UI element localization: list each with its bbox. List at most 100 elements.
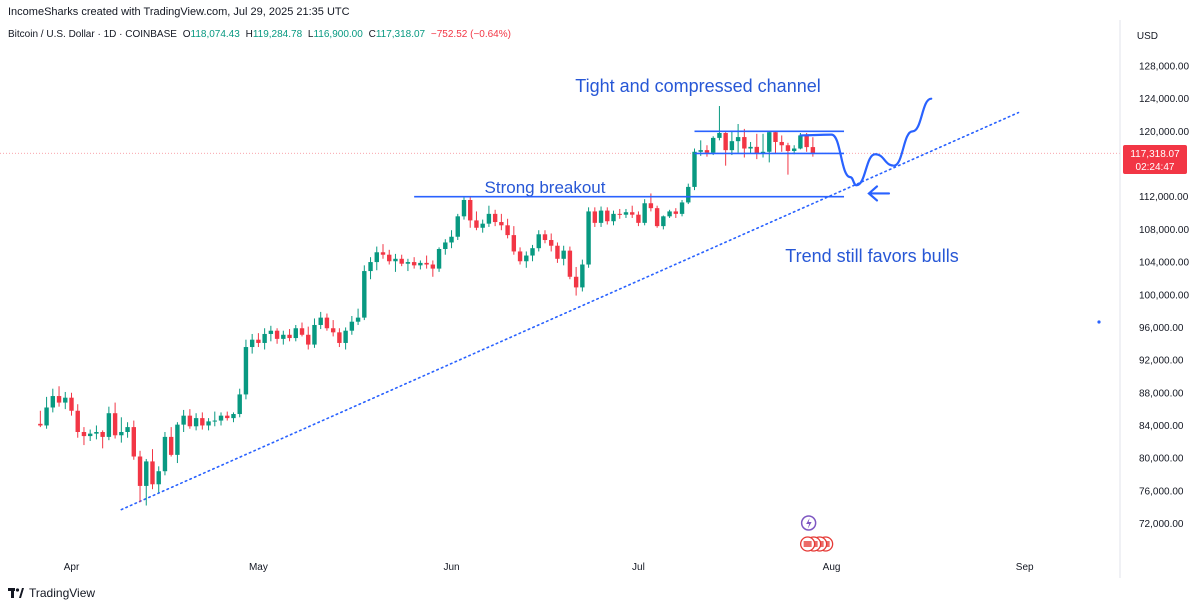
candle	[168, 427, 174, 457]
candle	[586, 207, 591, 268]
candle	[324, 313, 330, 331]
candle	[50, 388, 56, 413]
candle	[144, 458, 149, 506]
candle	[717, 106, 722, 141]
candle	[243, 339, 249, 400]
candle	[505, 218, 510, 239]
candle	[281, 330, 286, 345]
candle	[773, 131, 778, 154]
candle-body	[717, 132, 722, 138]
candle	[156, 466, 161, 493]
candle-body	[125, 427, 130, 432]
candle	[380, 244, 386, 259]
annotation-breakout: Strong breakout	[485, 178, 606, 197]
candle	[63, 391, 68, 410]
annotation-channel: Tight and compressed channel	[575, 76, 820, 96]
candle-body	[56, 396, 62, 403]
annotation-bulls: Trend still favors bulls	[785, 246, 958, 266]
candle-body	[698, 150, 703, 152]
candle	[710, 136, 716, 156]
candle	[617, 208, 622, 219]
candle-body	[243, 347, 249, 395]
candle	[175, 422, 180, 464]
candle	[212, 411, 217, 427]
candle	[112, 402, 118, 439]
candle	[274, 328, 280, 344]
candle	[580, 259, 585, 292]
candle	[349, 315, 355, 335]
y-tick-label: 84,000.00	[1139, 421, 1184, 432]
candle	[256, 333, 261, 348]
candle-body	[150, 461, 155, 485]
candle	[430, 260, 436, 277]
candle	[38, 410, 43, 428]
y-tick-label: 124,000.00	[1139, 94, 1189, 105]
close-value: 117,318.07	[375, 29, 426, 40]
candle	[630, 205, 635, 218]
tradingview-watermark: TradingView	[8, 586, 95, 600]
candle	[542, 230, 548, 244]
currency-label: USD	[1136, 31, 1158, 42]
candle	[268, 325, 274, 342]
candle-body	[162, 436, 168, 472]
candle	[374, 246, 379, 271]
low-label: L	[307, 29, 314, 40]
x-tick-label: Apr	[64, 562, 80, 573]
candle-body	[642, 203, 647, 223]
candle	[69, 392, 74, 416]
candle-body	[268, 330, 274, 334]
candle-body	[225, 415, 230, 419]
candle-body	[69, 397, 74, 411]
candle	[355, 308, 361, 325]
candle-body	[530, 248, 535, 256]
candle	[455, 213, 460, 241]
candle-body	[355, 317, 361, 322]
candle-body	[156, 471, 161, 485]
footer-brand: TradingView	[29, 586, 96, 600]
candle-body	[486, 213, 492, 224]
candle-body	[200, 418, 205, 426]
x-tick-label: Jul	[632, 562, 645, 573]
candle-body	[212, 420, 217, 422]
candle-body	[443, 242, 448, 249]
candle	[611, 210, 616, 226]
candle-body	[306, 334, 311, 345]
candle	[785, 142, 791, 175]
candle-body	[804, 135, 809, 148]
last-price-value: 117,318.07	[1130, 149, 1180, 160]
y-tick-label: 128,000.00	[1139, 62, 1189, 73]
candle-body	[181, 415, 186, 425]
candle-body	[573, 276, 579, 288]
candle-body	[368, 262, 373, 272]
candle-body	[686, 186, 691, 203]
tradingview-logo-icon	[8, 587, 24, 598]
candle-body	[237, 394, 242, 415]
candle-body	[580, 264, 585, 288]
candle-body	[673, 211, 679, 214]
candle-body	[555, 245, 560, 259]
candle-body	[274, 330, 280, 339]
candle-body	[791, 148, 797, 151]
candle-body	[81, 432, 87, 437]
arrow-left-icon	[867, 185, 891, 202]
candle	[461, 197, 467, 220]
candle	[368, 257, 373, 280]
candle-body	[692, 151, 697, 187]
candle-body	[318, 317, 323, 325]
candle	[218, 412, 224, 426]
candle-body	[112, 413, 118, 436]
candle-body	[760, 151, 766, 154]
candle-body	[349, 321, 355, 331]
trendline	[120, 111, 1020, 511]
candle	[306, 326, 311, 350]
candle	[555, 242, 560, 263]
candle-body	[424, 262, 429, 265]
candle	[393, 253, 398, 272]
candle-body	[287, 334, 292, 339]
candle-body	[393, 258, 398, 262]
candle-body	[262, 333, 267, 343]
candle-body	[742, 137, 747, 149]
y-tick-label: 104,000.00	[1139, 258, 1189, 269]
candle-body	[87, 433, 93, 437]
